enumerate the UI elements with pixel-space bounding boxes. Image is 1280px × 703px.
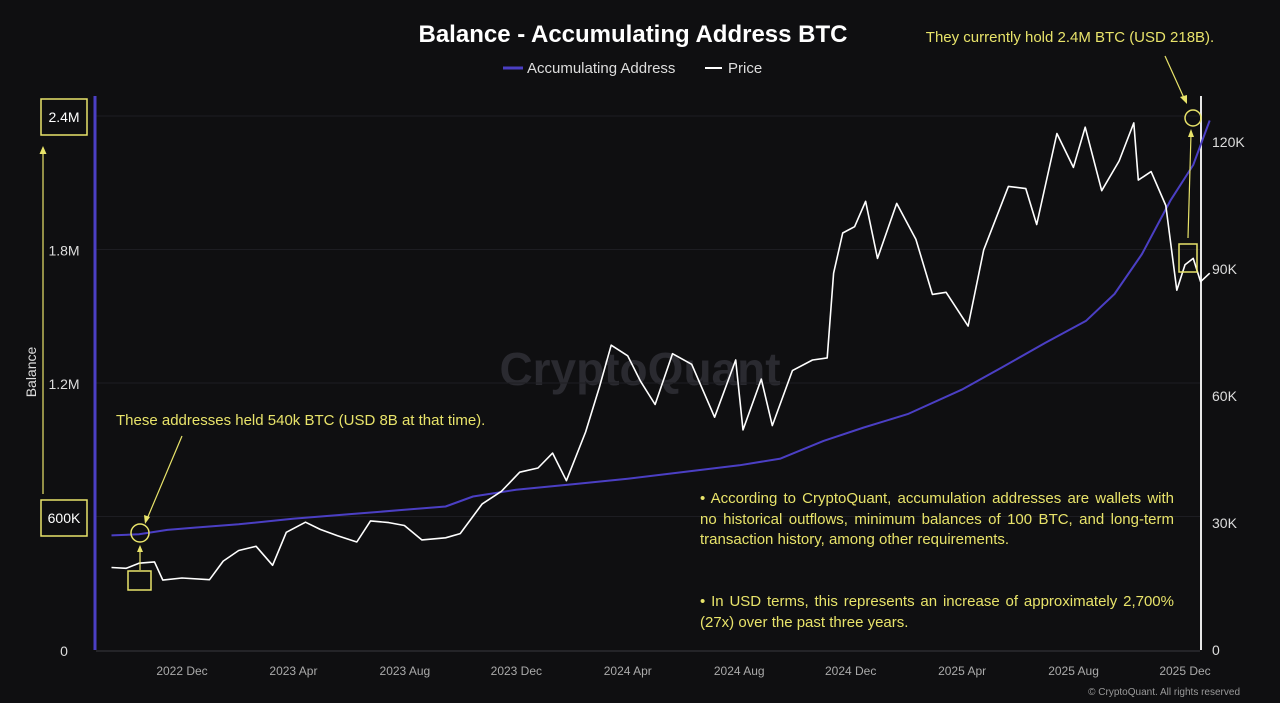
right-tick-label: 0 bbox=[1212, 642, 1220, 658]
note-past-pointer bbox=[146, 435, 183, 520]
left-tick-label: 1.8M bbox=[48, 243, 79, 259]
x-tick-label: 2025 Apr bbox=[938, 664, 986, 678]
watermark: CryptoQuant bbox=[499, 343, 780, 395]
left-axis-title: Balance bbox=[23, 346, 39, 397]
past-marker-arrow-head bbox=[137, 545, 143, 552]
x-tick-label: 2025 Aug bbox=[1048, 664, 1099, 678]
note-current-holdings: They currently hold 2.4M BTC (USD 218B). bbox=[926, 29, 1214, 46]
left-tick-label: 0 bbox=[60, 643, 68, 659]
left-box-600k bbox=[40, 499, 88, 537]
left-box-label: 2.4M bbox=[48, 109, 79, 125]
x-tick-label: 2024 Apr bbox=[604, 664, 652, 678]
note-increase: • In USD terms, this represents an incre… bbox=[700, 593, 1174, 631]
current-price-box bbox=[1178, 243, 1198, 273]
left-box-2-4m bbox=[40, 98, 88, 136]
x-tick-label: 2025 Dec bbox=[1159, 664, 1210, 678]
legend-label-accumulating: Accumulating Address bbox=[527, 60, 675, 77]
right-tick-label: 60K bbox=[1212, 388, 1238, 404]
x-tick-label: 2024 Dec bbox=[825, 664, 876, 678]
left-box-label: 600K bbox=[48, 510, 81, 526]
right-tick-label: 120K bbox=[1212, 134, 1245, 150]
price-line bbox=[111, 122, 1211, 581]
current-marker-arrow-head bbox=[1188, 129, 1194, 137]
copyright: © CryptoQuant. All rights reserved bbox=[1088, 687, 1240, 698]
x-tick-label: 2023 Apr bbox=[269, 664, 317, 678]
current-marker-arrow bbox=[1187, 133, 1192, 239]
chart-title: Balance - Accumulating Address BTC bbox=[419, 21, 848, 48]
x-tick-label: 2024 Aug bbox=[714, 664, 765, 678]
current-marker-circle bbox=[1184, 109, 1202, 127]
x-tick-label: 2022 Dec bbox=[156, 664, 207, 678]
note-past-holdings: These addresses held 540k BTC (USD 8B at… bbox=[116, 412, 485, 429]
right-tick-label: 90K bbox=[1212, 261, 1238, 277]
right-tick-label: 30K bbox=[1212, 515, 1238, 531]
past-price-box bbox=[127, 570, 152, 591]
note-current-pointer bbox=[1164, 55, 1185, 99]
past-marker-circle bbox=[130, 523, 150, 543]
accumulating-address-line bbox=[111, 120, 1211, 537]
note-definition: • According to CryptoQuant, accumulation… bbox=[700, 490, 1174, 548]
x-tick-label: 2023 Aug bbox=[380, 664, 431, 678]
x-tick-label: 2023 Dec bbox=[491, 664, 542, 678]
legend-label-price: Price bbox=[728, 60, 762, 77]
growth-arrow-head bbox=[39, 146, 47, 154]
note-past-pointer-head bbox=[144, 515, 150, 524]
left-tick-label: 1.2M bbox=[48, 376, 79, 392]
note-current-pointer-head bbox=[1180, 95, 1187, 104]
